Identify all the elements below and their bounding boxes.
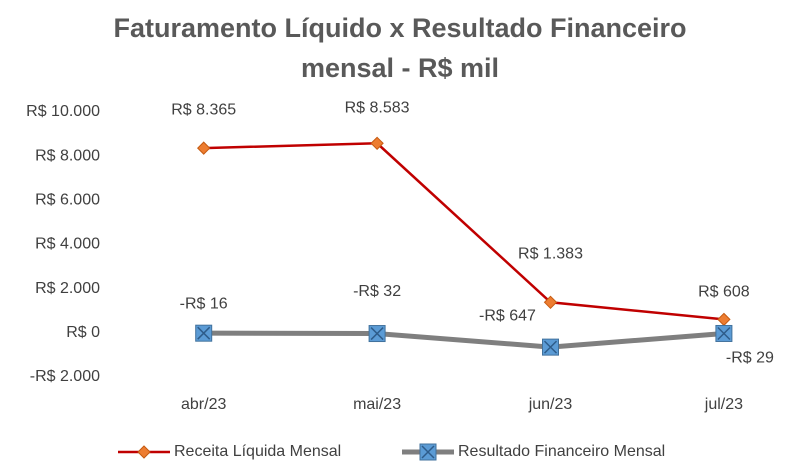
x-tick-label: jun/23 — [528, 396, 573, 413]
marker — [542, 338, 559, 356]
y-tick-label: R$ 6.000 — [35, 192, 100, 209]
marker-cross — [197, 326, 211, 340]
x-tick-label: mai/23 — [353, 396, 401, 413]
data-label: -R$ 16 — [180, 295, 228, 312]
y-tick-label: R$ 4.000 — [35, 236, 100, 253]
legend-label: Resultado Financeiro Mensal — [458, 443, 665, 460]
chart-title: Faturamento Líquido x Resultado Financei… — [113, 13, 687, 83]
marker — [196, 141, 211, 155]
marker — [195, 324, 213, 342]
marker-cross — [543, 340, 558, 354]
marker — [370, 136, 384, 150]
marker-cross — [370, 327, 384, 341]
data-label: R$ 1.383 — [518, 246, 583, 263]
y-tick-label: -R$ 2.000 — [30, 368, 100, 385]
data-label: R$ 8.365 — [171, 101, 236, 118]
x-tick-label: jul/23 — [704, 396, 743, 413]
y-tick-label: R$ 8.000 — [35, 147, 100, 164]
data-label: R$ 608 — [698, 284, 750, 301]
y-tick-label: R$ 10.000 — [26, 103, 100, 120]
data-label: R$ 8.583 — [345, 100, 410, 117]
marker — [543, 295, 558, 309]
marker — [715, 324, 733, 342]
marker-cross — [717, 326, 731, 341]
legend-marker — [137, 445, 151, 459]
legend-label: Receita Líquida Mensal — [174, 443, 341, 460]
marker — [717, 312, 731, 327]
data-label: -R$ 647 — [479, 307, 536, 324]
x-tick-label: abr/23 — [181, 396, 226, 413]
series-line — [203, 330, 725, 350]
data-label: -R$ 32 — [353, 283, 401, 300]
y-tick-label: R$ 2.000 — [35, 280, 100, 297]
data-label: -R$ 29 — [726, 350, 774, 367]
y-tick-label: R$ 0 — [66, 324, 100, 341]
series-line — [203, 142, 725, 321]
marker — [368, 325, 386, 343]
legend-marker-cross — [421, 445, 435, 459]
